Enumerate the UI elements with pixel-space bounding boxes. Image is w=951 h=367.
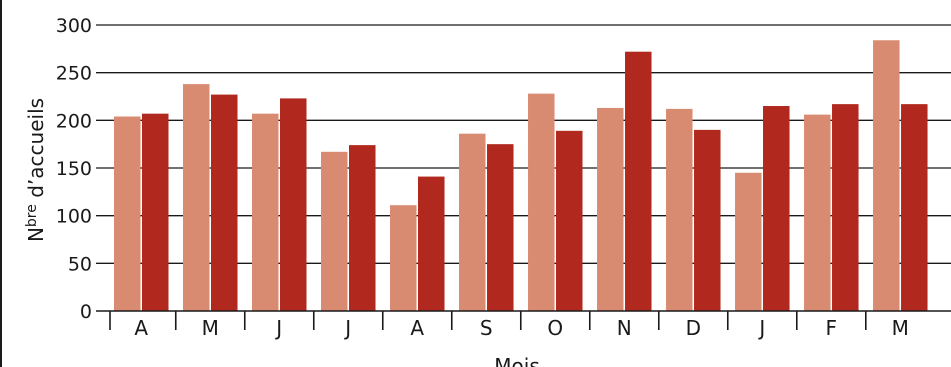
- x-category-label: A: [410, 316, 424, 340]
- y-tick-label: 150: [56, 158, 92, 180]
- y-axis-ticks: 0 50 100 150 200 250 300: [56, 15, 92, 323]
- y-tick-label: 200: [56, 110, 92, 132]
- x-category-label: J: [757, 316, 765, 340]
- bar-series-2: [556, 130, 583, 311]
- x-category-label: A: [134, 316, 148, 340]
- bar-series-2: [349, 145, 376, 311]
- bar-series-2: [901, 104, 928, 311]
- bar-series-2: [211, 94, 238, 312]
- y-tick-label: 0: [80, 301, 92, 323]
- bar-series-1: [459, 133, 486, 311]
- x-category-label: M: [202, 316, 219, 340]
- bar-series-2: [832, 104, 859, 311]
- bar-series-1: [735, 172, 762, 311]
- bar-series-1: [873, 40, 900, 312]
- x-category-label: F: [826, 316, 838, 340]
- y-tick-label: 50: [68, 253, 92, 275]
- x-category-label: O: [547, 316, 563, 340]
- bar-series-1: [666, 108, 693, 311]
- y-tick-label: 100: [56, 206, 92, 228]
- y-axis-title-prefix: N: [24, 227, 48, 242]
- bar-series-2: [625, 51, 652, 312]
- bar-series-2: [487, 144, 514, 311]
- bar-series-1: [114, 116, 141, 312]
- bar-series-2: [280, 98, 307, 311]
- y-axis-title: Nbre d’accueils: [24, 98, 48, 242]
- bar-series-2: [418, 176, 445, 311]
- bar-series-1: [597, 107, 624, 311]
- bar-series-1: [183, 84, 210, 312]
- bar-series-1: [321, 151, 348, 311]
- x-category-label: M: [892, 316, 909, 340]
- bar-series-2: [763, 106, 790, 312]
- bar-series-2: [694, 129, 721, 311]
- bar-series-1: [252, 113, 279, 311]
- y-axis-title-rest: d’accueils: [24, 98, 48, 204]
- bar-series-1: [804, 114, 831, 311]
- x-category-label: J: [343, 316, 351, 340]
- chart-frame-left-border: [0, 0, 2, 367]
- x-axis-title: Mois: [494, 354, 539, 367]
- x-category-label: D: [686, 316, 701, 340]
- y-axis-title-superscript: bre: [24, 204, 40, 227]
- bar-series-1: [528, 93, 555, 311]
- x-category-label: J: [274, 316, 282, 340]
- bars: [114, 40, 928, 312]
- x-axis: [96, 310, 951, 330]
- y-tick-label: 300: [56, 15, 92, 37]
- y-tick-label: 250: [56, 63, 92, 85]
- x-category-label: S: [480, 316, 493, 340]
- bar-series-1: [390, 205, 417, 311]
- bar-series-2: [142, 113, 169, 311]
- x-category-label: N: [617, 316, 632, 340]
